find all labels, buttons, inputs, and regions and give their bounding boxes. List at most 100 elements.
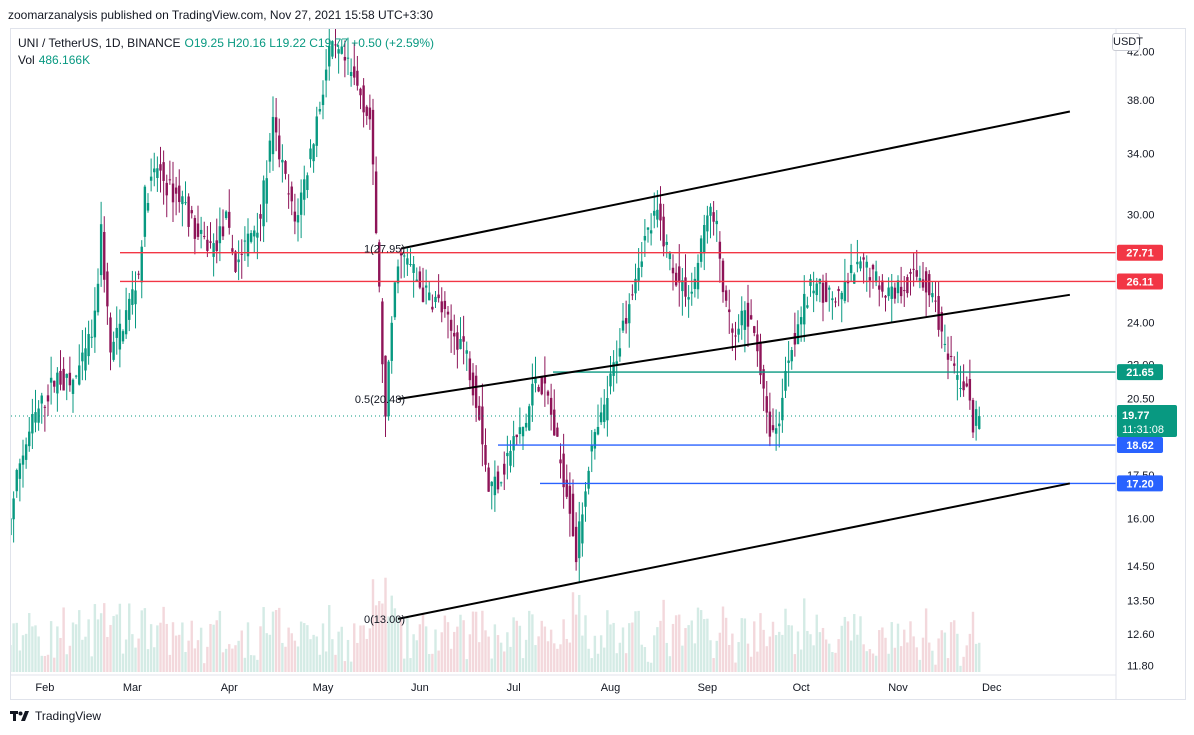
- candle-body: [959, 388, 962, 390]
- volume-bar: [978, 642, 981, 672]
- candle-body: [643, 235, 647, 241]
- candle-body: [571, 493, 575, 537]
- volume-bar: [231, 648, 234, 672]
- volume-bar: [974, 643, 978, 672]
- level-badge: [1117, 475, 1163, 492]
- volume-bar: [21, 635, 25, 672]
- volume-bar: [99, 613, 103, 672]
- chart-pane[interactable]: [10, 28, 1186, 700]
- candle-body: [753, 326, 756, 333]
- volume-bar: [518, 625, 522, 672]
- volume-bar: [159, 622, 162, 672]
- candle-body: [599, 412, 603, 423]
- volume-bar: [743, 618, 747, 672]
- volume-bar: [3, 607, 5, 672]
- candle-body: [118, 323, 122, 350]
- candle-body: [378, 242, 381, 287]
- volume-bar: [440, 632, 443, 672]
- volume-bar: [768, 636, 772, 672]
- volume-bar: [509, 646, 512, 672]
- candle-body: [665, 241, 668, 245]
- candle-body: [334, 44, 337, 46]
- volume-bar: [596, 653, 600, 672]
- volume-bar: [199, 627, 203, 672]
- channel-bottom-line[interactable]: [397, 482, 1071, 620]
- candle-body: [615, 361, 618, 366]
- tradingview-logo-icon: [10, 711, 29, 721]
- candle-body: [331, 41, 334, 57]
- candle-body: [259, 214, 262, 219]
- volume-bar: [315, 636, 318, 672]
- candle-body: [424, 285, 428, 288]
- volume-bar: [78, 610, 81, 672]
- volume-bar: [837, 639, 840, 672]
- fib-label: 1(27.95): [364, 244, 405, 256]
- volume-bar: [628, 623, 631, 672]
- candle-body: [387, 361, 390, 417]
- volume-bar: [968, 633, 972, 672]
- candle-body: [240, 253, 243, 255]
- volume-bar: [815, 614, 818, 672]
- volume-bar: [337, 631, 340, 672]
- candle-body: [374, 171, 378, 234]
- candle-body: [153, 168, 156, 173]
- candle-body: [690, 291, 693, 294]
- volume-bar: [899, 646, 903, 672]
- channel-top-line[interactable]: [400, 110, 1071, 250]
- candle-body: [559, 459, 562, 464]
- volume-bar: [568, 642, 572, 672]
- currency-button[interactable]: USDT: [1112, 33, 1143, 51]
- candle-body: [715, 220, 718, 225]
- volume-bar: [903, 629, 906, 672]
- candle-body: [324, 69, 328, 81]
- volume-bar: [156, 625, 159, 672]
- candle-body: [84, 348, 87, 371]
- candle-body: [956, 374, 959, 380]
- candle-body: [759, 341, 762, 376]
- candle-body: [871, 265, 875, 270]
- candle-body: [912, 268, 915, 270]
- candle-body: [59, 370, 62, 385]
- volume-bar: [971, 611, 975, 672]
- candle-body: [456, 332, 459, 350]
- x-tick-label: Oct: [793, 682, 810, 694]
- candle-body: [349, 71, 353, 77]
- candle-body: [790, 350, 793, 362]
- candle-body: [446, 311, 450, 315]
- candle-body: [603, 404, 606, 422]
- candle-body: [96, 283, 100, 313]
- volume-bar: [409, 658, 412, 672]
- candle-body: [931, 293, 934, 298]
- volume-bar: [478, 642, 481, 672]
- candle-body: [537, 386, 540, 392]
- volume-bar: [703, 619, 706, 672]
- volume-bar: [856, 634, 859, 672]
- volume-bar: [937, 638, 940, 672]
- symbol-label[interactable]: UNI / TetherUS, 1D, BINANCE: [18, 36, 181, 50]
- volume-bar: [915, 647, 918, 672]
- y-tick-label: 14.50: [1127, 561, 1155, 573]
- channel-middle-line[interactable]: [397, 293, 1071, 400]
- candle-body: [749, 315, 753, 320]
- candle-body: [824, 280, 828, 302]
- candle-body: [337, 49, 340, 54]
- level-badge-label: 27.71: [1126, 248, 1154, 260]
- candle-body: [659, 203, 662, 221]
- volume-bar: [18, 650, 22, 672]
- volume-label[interactable]: Vol: [18, 53, 35, 67]
- volume-bar: [31, 626, 34, 672]
- volume-bar: [424, 626, 428, 672]
- volume-bar: [34, 625, 37, 672]
- volume-bar: [618, 642, 622, 672]
- x-tick-label: Nov: [888, 682, 908, 694]
- candle-body: [781, 397, 784, 421]
- candle-body: [346, 57, 350, 59]
- candle-body: [728, 309, 731, 313]
- volume-bar: [881, 627, 884, 672]
- volume-bar: [196, 640, 200, 672]
- footer-brand[interactable]: TradingView: [10, 709, 101, 723]
- candle-body: [868, 277, 872, 281]
- volume-bar: [153, 647, 156, 672]
- volume-bar: [93, 604, 97, 672]
